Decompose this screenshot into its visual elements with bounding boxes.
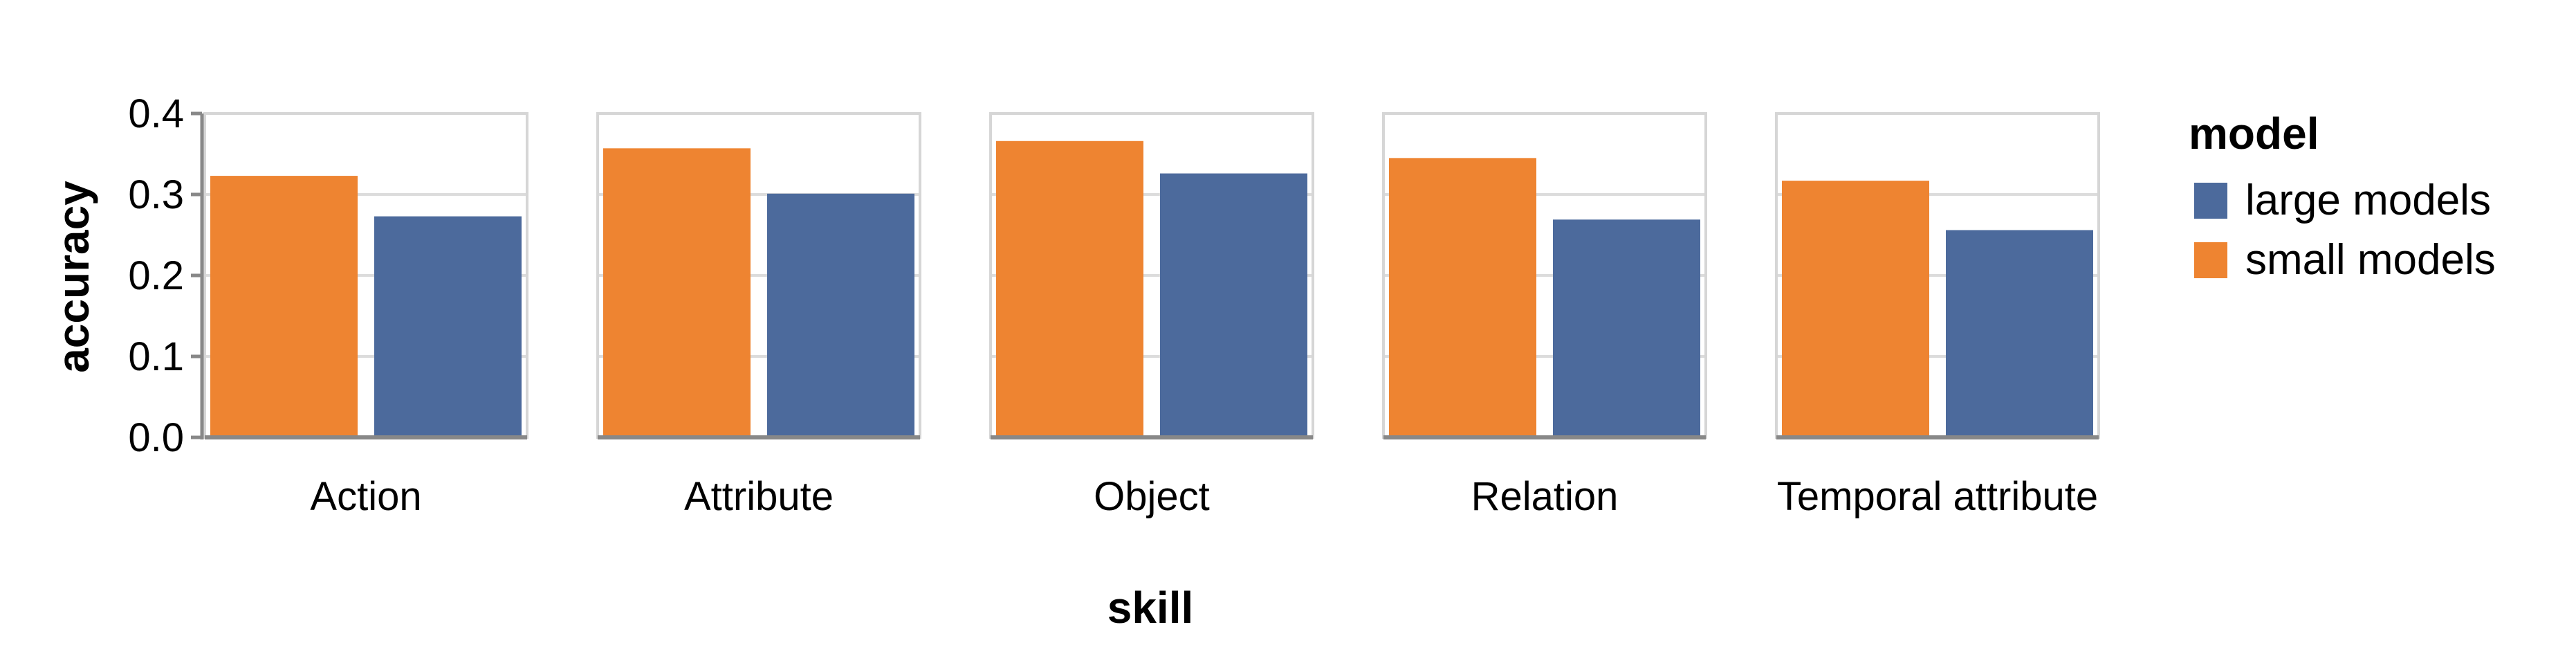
facet-attribute: Attribute [596,112,921,519]
bar [374,216,522,437]
facet-action: Action [203,112,528,519]
facet-object: Object [989,112,1314,519]
facet-relation: Relation [1382,112,1707,519]
x-tick-label: Attribute [684,474,834,519]
facet-temporal-attribute: Temporal attribute [1775,112,2100,519]
y-tick-label: 0.3 [128,172,184,217]
legend-swatch [2194,242,2227,278]
x-tick-label: Action [310,474,421,519]
bar [603,148,751,437]
x-axis-title: skill [1107,583,1194,633]
x-tick-label: Object [1094,474,1210,519]
bar [1782,181,1929,437]
legend-title: model [2189,109,2319,158]
y-tick-label: 0.4 [128,91,184,136]
bar [210,176,358,437]
bar [767,193,914,437]
legend: model large models small models [2189,109,2496,284]
legend-label: large models [2245,176,2491,224]
legend-label: small models [2245,236,2496,284]
bar [1946,230,2093,437]
y-tick-label: 0.1 [128,334,184,379]
x-tick-label: Temporal attribute [1777,474,2098,519]
bar [1389,158,1536,437]
y-axis-title: accuracy [48,181,98,373]
bar [996,140,1143,437]
bar [1160,173,1307,437]
plot-area: Action Attribute Object Relation Temporal at… [128,91,2100,519]
x-tick-label: Relation [1471,474,1619,519]
y-tick-label: 0.2 [128,253,184,298]
legend-swatch [2194,183,2227,219]
y-tick-label: 0.0 [128,415,184,460]
bar [1553,219,1700,437]
